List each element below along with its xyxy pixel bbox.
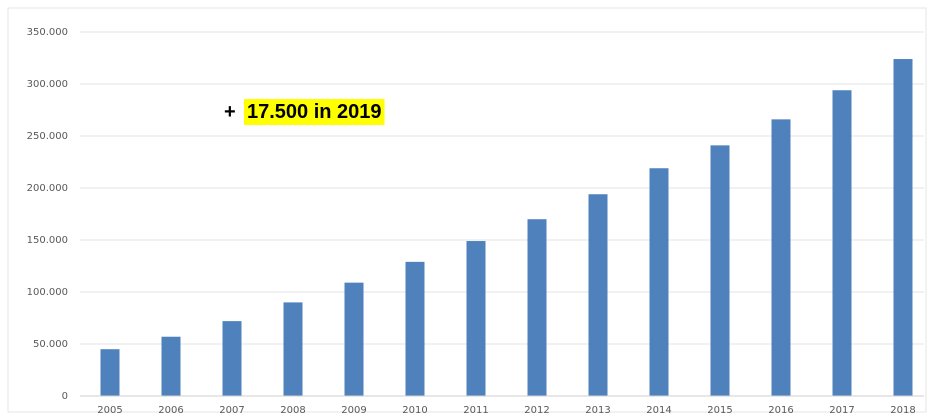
y-tick-label: 200.000 bbox=[27, 183, 68, 194]
x-tick-label: 2010 bbox=[402, 405, 427, 416]
x-tick-label: 2014 bbox=[646, 405, 671, 416]
annotation-prefix: + bbox=[224, 101, 236, 123]
y-tick-label: 0 bbox=[62, 391, 68, 402]
bar-2016 bbox=[771, 119, 791, 397]
bar-2014 bbox=[649, 168, 669, 396]
x-tick-label: 2006 bbox=[158, 405, 183, 416]
x-tick-label: 2012 bbox=[524, 405, 549, 416]
bars bbox=[100, 59, 913, 397]
y-tick-label: 150.000 bbox=[27, 235, 68, 246]
bar-2007 bbox=[222, 321, 242, 396]
bar-2012 bbox=[527, 219, 547, 396]
x-tick-label: 2018 bbox=[890, 405, 915, 416]
bar-2017 bbox=[832, 90, 852, 397]
bar-2008 bbox=[283, 302, 303, 396]
y-tick-label: 300.000 bbox=[27, 79, 68, 90]
x-tick-label: 2011 bbox=[463, 405, 488, 416]
x-tick-label: 2005 bbox=[97, 405, 122, 416]
bar-2013 bbox=[588, 194, 608, 396]
annotation: + 17.500 in 2019 bbox=[224, 99, 385, 125]
x-tick-label: 2016 bbox=[768, 405, 793, 416]
y-tick-label: 350.000 bbox=[27, 27, 68, 38]
x-tick-label: 2007 bbox=[219, 405, 244, 416]
bar-2018 bbox=[893, 59, 913, 396]
y-tick-label: 50.000 bbox=[33, 339, 68, 350]
annotation-highlight-text: 17.500 in 2019 bbox=[247, 101, 382, 123]
bar-2015 bbox=[710, 145, 730, 396]
x-tick-label: 2008 bbox=[280, 405, 305, 416]
annotation-highlight-background bbox=[244, 99, 385, 125]
y-tick-label: 100.000 bbox=[27, 287, 68, 298]
x-tick-label: 2015 bbox=[707, 405, 732, 416]
bar-2005 bbox=[100, 349, 120, 396]
bar-2010 bbox=[405, 261, 425, 396]
x-tick-label: 2013 bbox=[585, 405, 610, 416]
y-axis-ticks: 0 50.000 100.000 150.000 200.000 250.000 300.0… bbox=[27, 27, 68, 402]
y-tick-label: 250.000 bbox=[27, 131, 68, 142]
x-tick-label: 2009 bbox=[341, 405, 366, 416]
bar-2006 bbox=[161, 336, 181, 396]
x-tick-label: 2017 bbox=[829, 405, 854, 416]
bar-2009 bbox=[344, 282, 364, 396]
x-axis-ticks: 2005 2006 2007 2008 2009 2010 2011 2012 2013 2014… bbox=[97, 405, 915, 416]
bar-2011 bbox=[466, 241, 486, 396]
